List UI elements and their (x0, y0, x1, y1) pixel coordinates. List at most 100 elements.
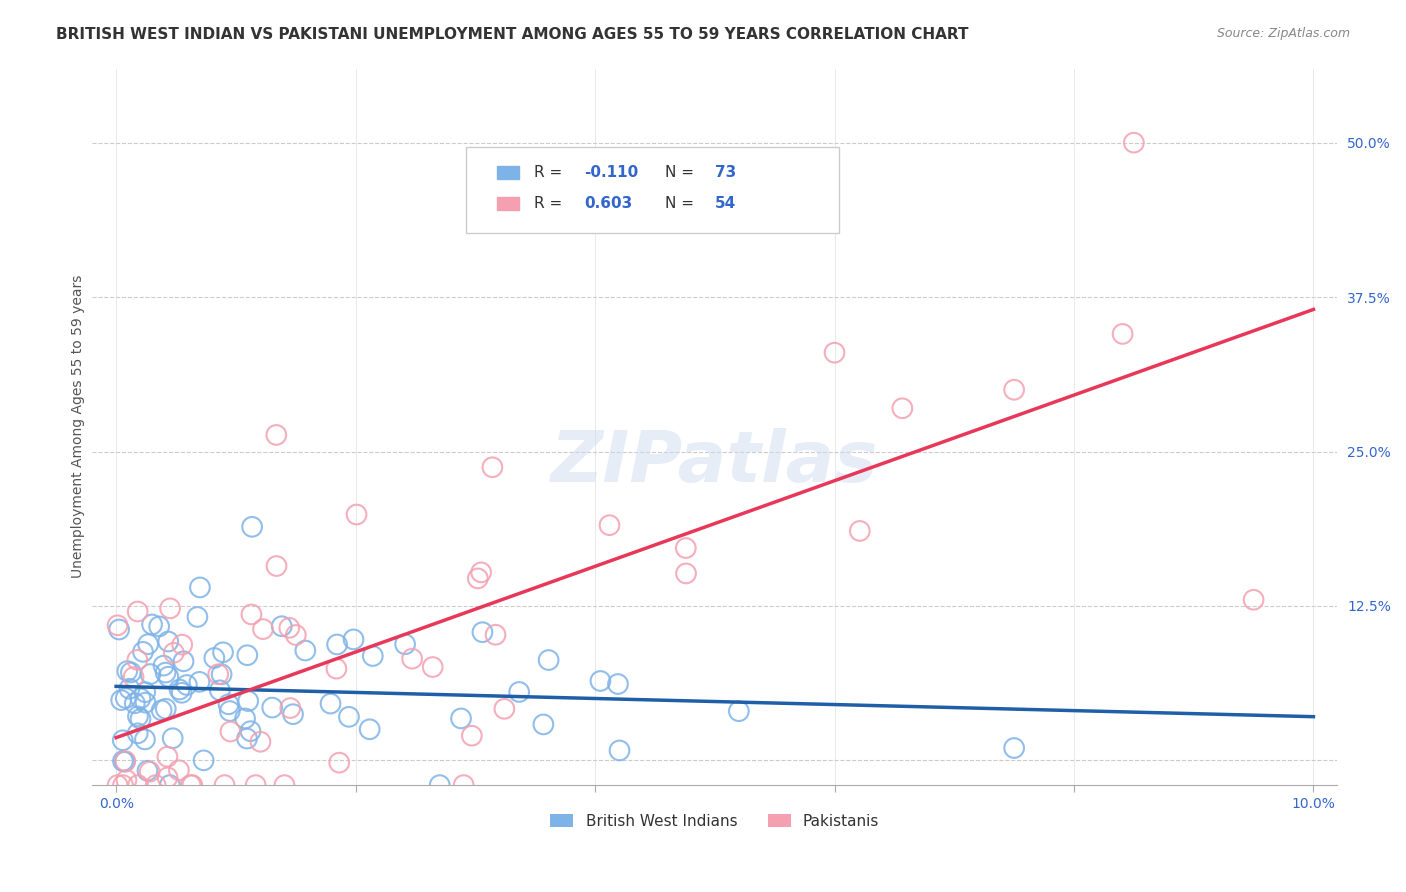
Point (508, 685, 530, 699)
Text: 54: 54 (714, 195, 737, 211)
Point (127, 605, 149, 619)
Point (141, 617, 163, 632)
Point (152, 658, 174, 673)
Point (127, 709, 149, 723)
Point (262, 700, 284, 714)
Point (236, 648, 259, 663)
Point (156, 771, 179, 785)
Point (134, 685, 156, 699)
Point (114, 691, 136, 706)
Point (122, 670, 145, 684)
Point (1111, 326, 1133, 341)
FancyBboxPatch shape (465, 147, 839, 234)
Point (675, 566, 697, 581)
Point (129, 691, 152, 706)
Point (401, 651, 423, 665)
Point (145, 778, 167, 792)
Point (127, 726, 149, 740)
Point (1122, 136, 1144, 150)
Point (127, 653, 149, 667)
Point (117, 664, 139, 678)
Point (328, 756, 350, 770)
Point (208, 683, 231, 698)
Text: 0.603: 0.603 (583, 195, 633, 211)
FancyBboxPatch shape (496, 197, 519, 210)
Point (607, 677, 630, 691)
Point (1243, 592, 1265, 607)
Point (155, 665, 177, 680)
Point (598, 518, 620, 533)
Point (245, 778, 267, 792)
Point (157, 634, 180, 648)
Point (211, 667, 233, 681)
Point (107, 618, 129, 632)
Point (319, 697, 342, 711)
Point (156, 749, 179, 764)
Point (111, 754, 134, 768)
Point (537, 653, 560, 667)
Point (202, 651, 225, 665)
Point (238, 694, 260, 708)
Point (212, 645, 235, 659)
Point (111, 733, 134, 747)
Point (394, 637, 416, 651)
Text: 73: 73 (714, 165, 737, 180)
Point (467, 571, 489, 585)
Y-axis label: Unemployment Among Ages 55 to 59 years: Unemployment Among Ages 55 to 59 years (72, 275, 86, 579)
Point (294, 643, 316, 657)
Point (484, 628, 506, 642)
Legend: British West Indians, Pakistanis: British West Indians, Pakistanis (544, 807, 886, 835)
Point (170, 686, 193, 700)
Point (162, 731, 184, 746)
Point (193, 753, 215, 767)
Point (118, 681, 141, 696)
Point (218, 698, 240, 712)
Point (219, 724, 242, 739)
Point (461, 729, 484, 743)
Point (176, 678, 198, 692)
Text: ZIPatlas: ZIPatlas (551, 428, 879, 497)
Point (361, 648, 384, 663)
Point (110, 693, 132, 707)
Point (186, 610, 208, 624)
Point (236, 731, 259, 746)
Point (824, 345, 846, 359)
Point (675, 541, 697, 555)
Point (325, 662, 347, 676)
Point (132, 645, 155, 659)
Text: Source: ZipAtlas.com: Source: ZipAtlas.com (1216, 27, 1350, 40)
Point (609, 743, 631, 757)
Point (159, 601, 181, 615)
Point (167, 763, 190, 777)
Point (589, 673, 612, 688)
Point (188, 581, 211, 595)
Point (326, 637, 349, 651)
Point (278, 701, 301, 715)
Point (139, 667, 162, 681)
Point (494, 702, 516, 716)
Point (471, 625, 494, 640)
Point (1002, 741, 1025, 756)
Point (169, 682, 191, 697)
Point (207, 667, 229, 681)
Point (1002, 383, 1025, 397)
Point (188, 674, 211, 689)
Point (273, 778, 295, 792)
Point (157, 670, 180, 684)
Point (129, 712, 152, 726)
Point (453, 778, 475, 792)
Point (240, 520, 263, 534)
Point (278, 621, 301, 635)
Point (218, 704, 240, 718)
Point (155, 702, 177, 716)
Point (107, 778, 129, 792)
Point (150, 703, 173, 717)
Point (342, 632, 364, 647)
Point (127, 778, 149, 792)
Point (163, 646, 186, 660)
FancyBboxPatch shape (496, 166, 519, 179)
Point (214, 778, 236, 792)
Point (180, 778, 202, 792)
Point (346, 508, 368, 522)
Point (108, 623, 131, 637)
